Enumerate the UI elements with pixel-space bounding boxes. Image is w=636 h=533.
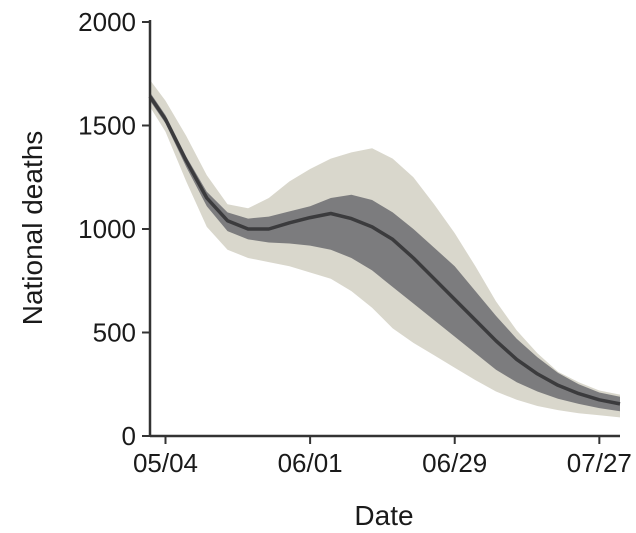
median-line bbox=[148, 95, 621, 406]
inner-uncertainty-band bbox=[150, 92, 620, 412]
x-tick-label: 05/04 bbox=[133, 448, 198, 478]
y-tick-label: 1500 bbox=[78, 111, 136, 141]
y-tick-label: 500 bbox=[93, 318, 136, 348]
y-tick-label: 0 bbox=[122, 421, 136, 451]
y-tick-label: 2000 bbox=[78, 7, 136, 37]
x-tick-label: 06/01 bbox=[278, 448, 343, 478]
x-axis-title: Date bbox=[354, 500, 413, 531]
x-tick-label: 06/29 bbox=[422, 448, 487, 478]
axes: 0 500 1000 1500 2000 05/04 06/01 06/29 07/27 bbox=[78, 7, 632, 478]
y-tick-label: 1000 bbox=[78, 214, 136, 244]
median-series bbox=[148, 95, 621, 406]
uncertainty-bands bbox=[150, 80, 620, 418]
y-axis-title: National deaths bbox=[17, 131, 48, 326]
x-tick-label: 07/27 bbox=[567, 448, 632, 478]
